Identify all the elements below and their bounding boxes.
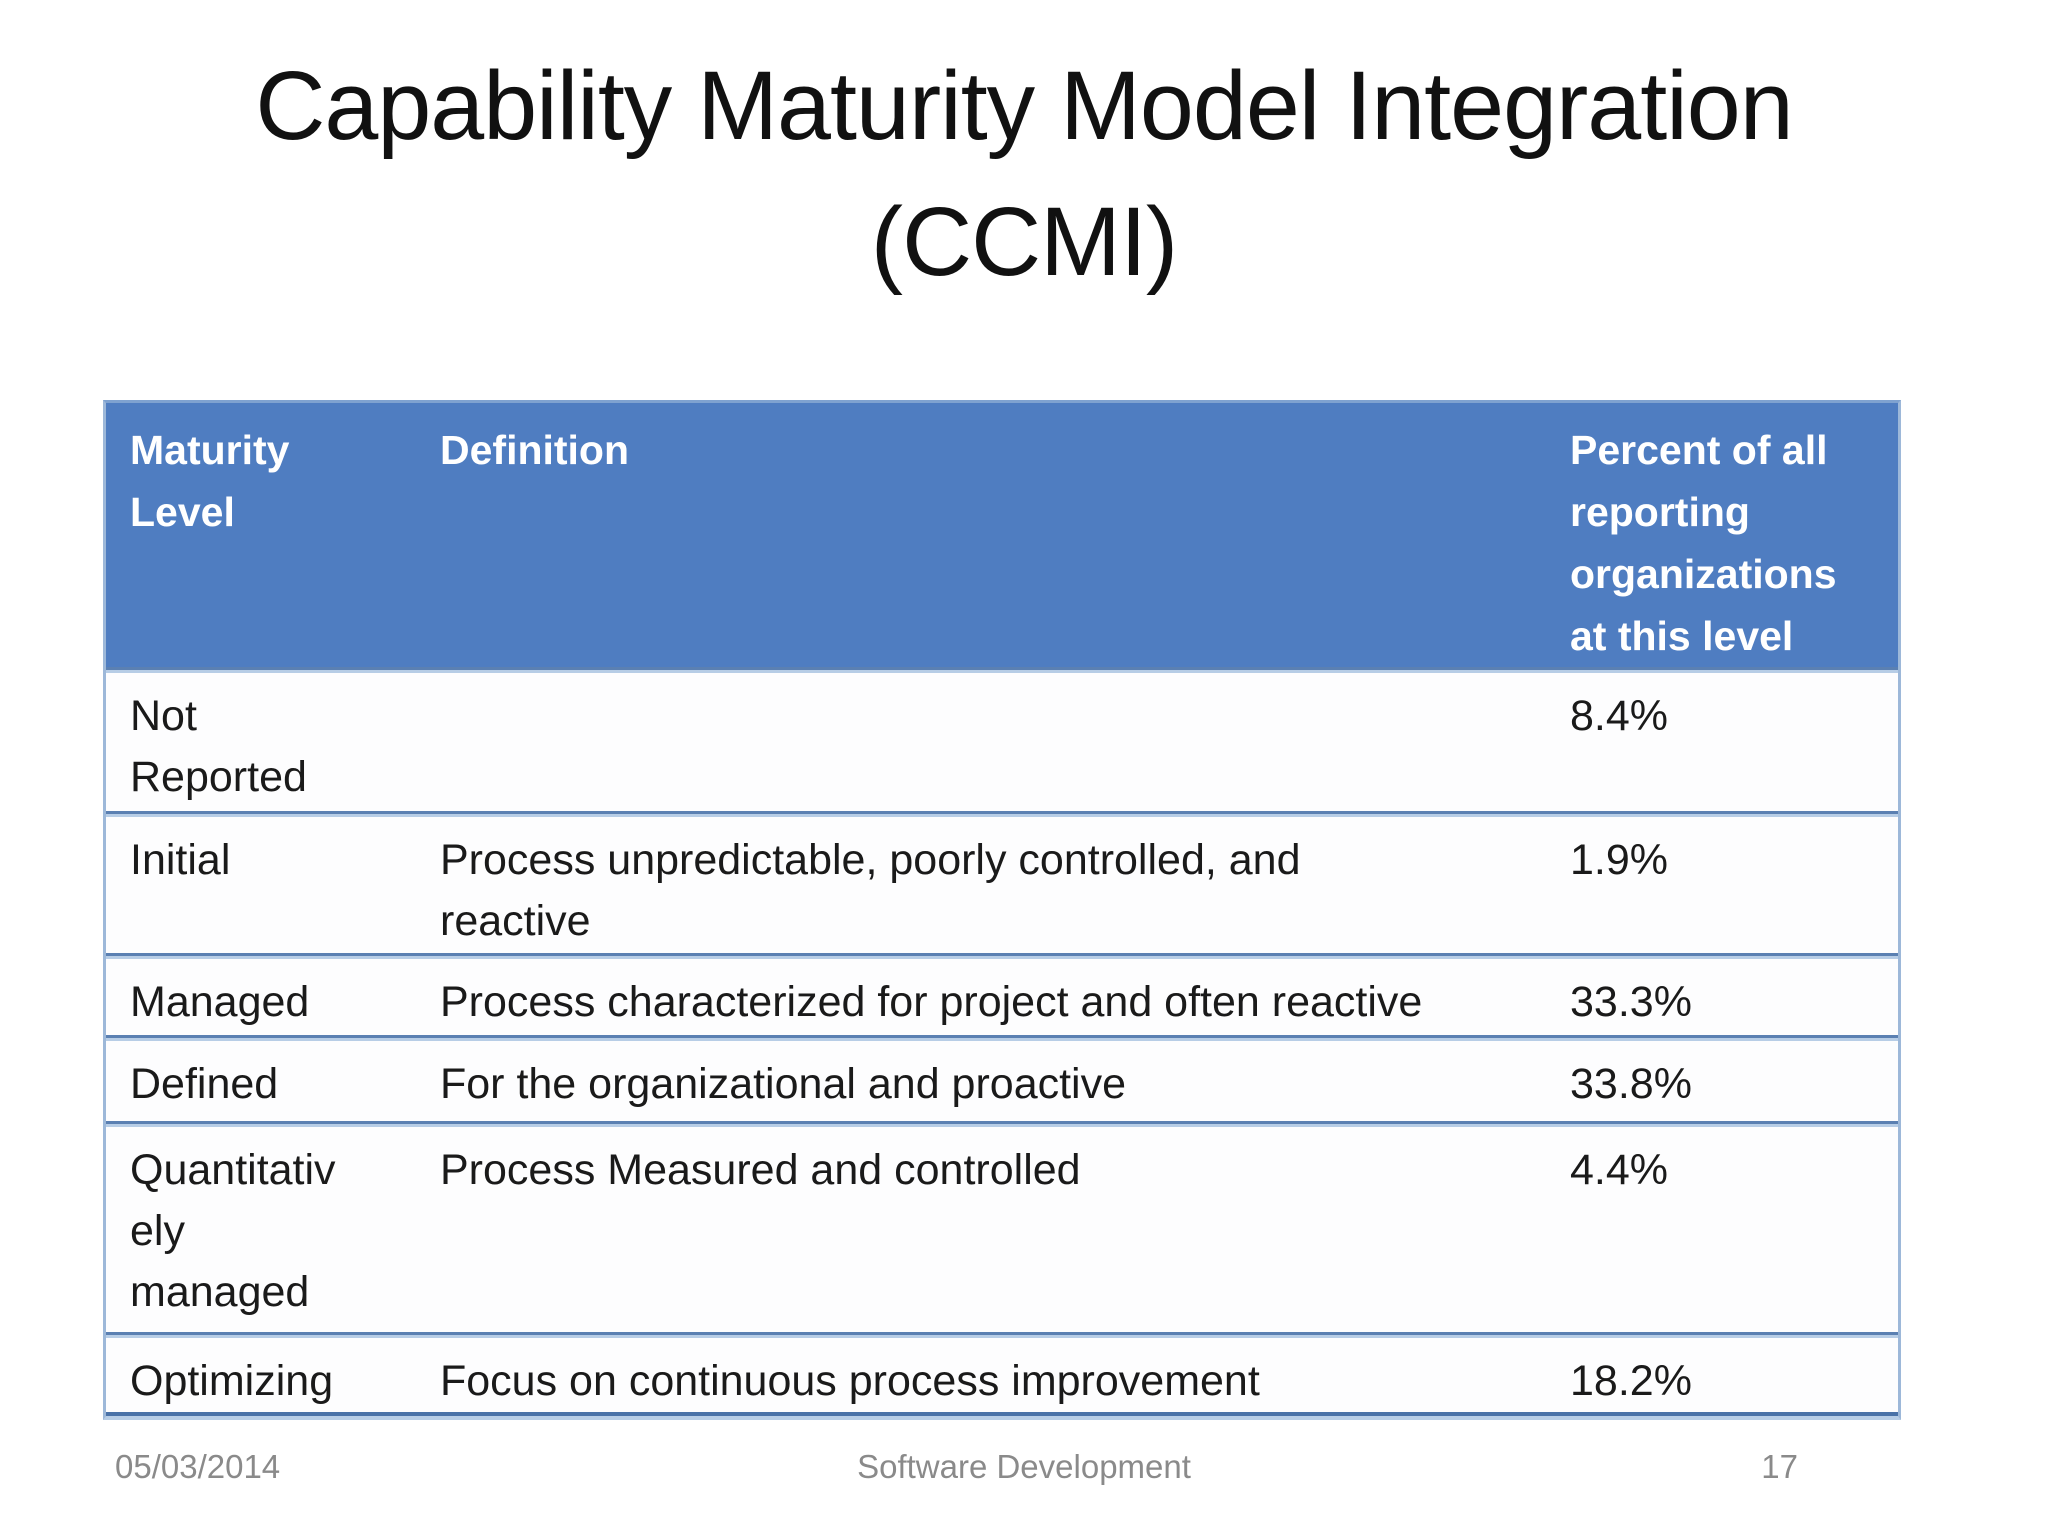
cell-level: Initial	[106, 811, 416, 955]
table-row: Managed Process characterized for projec…	[106, 953, 1898, 1037]
cell-level: Defined	[106, 1035, 416, 1123]
cell-definition: Process characterized for project and of…	[416, 953, 1546, 1037]
table-row: Defined For the organizational and proac…	[106, 1035, 1898, 1123]
maturity-table-grid: Maturity Level Definition Percent of all…	[106, 403, 1898, 1416]
cell-definition	[416, 667, 1546, 813]
header-maturity-level: Maturity Level	[106, 403, 416, 669]
cell-level: Quantitativ ely managed	[106, 1121, 416, 1334]
cell-level: Managed	[106, 953, 416, 1037]
cell-definition: For the organizational and proactive	[416, 1035, 1546, 1123]
header-definition: Definition	[416, 403, 1546, 669]
cell-definition: Process Measured and controlled	[416, 1121, 1546, 1334]
cell-level: Not Reported	[106, 667, 416, 813]
table-row: Not Reported 8.4%	[106, 667, 1898, 813]
slide-title: Capability Maturity Model Integration (C…	[255, 51, 1793, 296]
footer-date: 05/03/2014	[115, 1448, 281, 1485]
table-row: Optimizing Focus on continuous process i…	[106, 1332, 1898, 1416]
footer-title: Software Development	[857, 1448, 1191, 1485]
cell-level: Optimizing	[106, 1332, 416, 1416]
cell-definition: Process unpredictable, poorly controlled…	[416, 811, 1546, 955]
cell-percent: 33.8%	[1546, 1035, 1898, 1123]
cell-percent: 4.4%	[1546, 1121, 1898, 1334]
maturity-table: Maturity Level Definition Percent of all…	[103, 400, 1901, 1420]
header-percent: Percent of all reporting organizations a…	[1546, 403, 1898, 669]
cell-percent: 1.9%	[1546, 811, 1898, 955]
table-row: Quantitativ ely managed Process Measured…	[106, 1121, 1898, 1334]
table-row: Initial Process unpredictable, poorly co…	[106, 811, 1898, 955]
page-number: 17	[1761, 1448, 1798, 1485]
cell-definition: Focus on continuous process improvement	[416, 1332, 1546, 1416]
table-header-row: Maturity Level Definition Percent of all…	[106, 403, 1898, 669]
cell-percent: 33.3%	[1546, 953, 1898, 1037]
cell-percent: 8.4%	[1546, 667, 1898, 813]
cell-percent: 18.2%	[1546, 1332, 1898, 1416]
